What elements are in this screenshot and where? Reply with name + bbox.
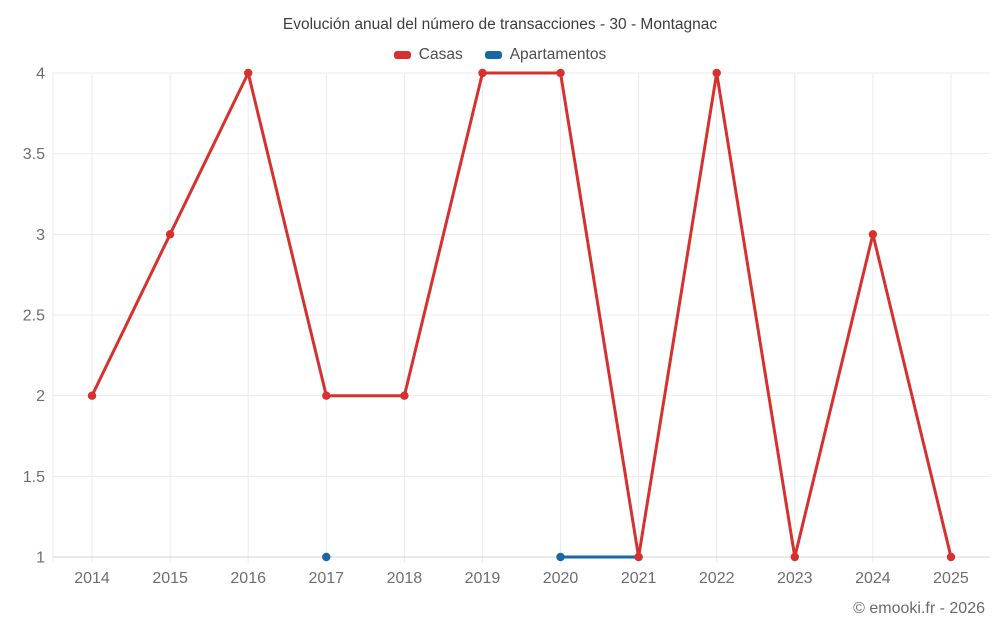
legend-label-casas: Casas	[418, 46, 463, 63]
legend-swatch-casas	[393, 51, 411, 59]
legend-item-casas[interactable]: Casas	[393, 46, 463, 64]
chart-legend: Casas Apartamentos	[0, 46, 1000, 64]
data-point-casas-2020[interactable]	[556, 68, 565, 78]
data-point-casas-2016[interactable]	[244, 68, 253, 78]
legend-item-apartamentos[interactable]: Apartamentos	[484, 46, 607, 64]
y-tick-label: 3.5	[23, 146, 45, 163]
x-tick-label: 2017	[308, 570, 344, 587]
y-tick-label: 2.5	[23, 308, 45, 325]
data-point-apartamentos-2020[interactable]	[556, 552, 565, 562]
data-point-casas-2024[interactable]	[868, 230, 878, 239]
y-tick-label: 1.5	[23, 469, 45, 486]
legend-swatch-apartamentos	[484, 51, 502, 59]
data-point-casas-2014[interactable]	[87, 391, 97, 400]
x-tick-label: 2023	[777, 570, 813, 587]
data-point-casas-2021[interactable]	[634, 552, 643, 562]
watermark-text: © emooki.fr - 2026	[853, 600, 985, 617]
y-tick-label: 2	[36, 388, 45, 405]
x-tick-label: 2022	[699, 570, 735, 587]
x-tick-label: 2021	[621, 570, 657, 587]
x-tick-label: 2016	[230, 570, 266, 587]
legend-label-apartamentos: Apartamentos	[509, 46, 607, 63]
x-tick-label: 2020	[543, 570, 579, 587]
chart-title: Evolución anual del número de transaccio…	[282, 16, 718, 33]
x-tick-label: 2019	[465, 570, 501, 587]
y-tick-label: 1	[36, 550, 45, 567]
data-point-casas-2017[interactable]	[322, 391, 331, 400]
data-point-casas-2018[interactable]	[400, 391, 409, 400]
data-point-casas-2025[interactable]	[946, 552, 956, 562]
data-point-casas-2019[interactable]	[478, 68, 487, 78]
x-tick-label: 2014	[74, 570, 110, 587]
x-tick-label: 2025	[933, 570, 969, 587]
x-tick-label: 2024	[855, 570, 891, 587]
data-point-casas-2015[interactable]	[165, 230, 175, 239]
data-point-apartamentos-2017[interactable]	[322, 552, 331, 562]
y-tick-label: 3	[36, 227, 45, 244]
y-tick-label: 4	[36, 66, 45, 83]
series-line-casas	[90, 71, 953, 559]
x-tick-label: 2015	[152, 570, 188, 587]
data-point-casas-2023[interactable]	[790, 552, 799, 562]
data-point-casas-2022[interactable]	[712, 68, 721, 78]
x-tick-label: 2018	[387, 570, 423, 587]
